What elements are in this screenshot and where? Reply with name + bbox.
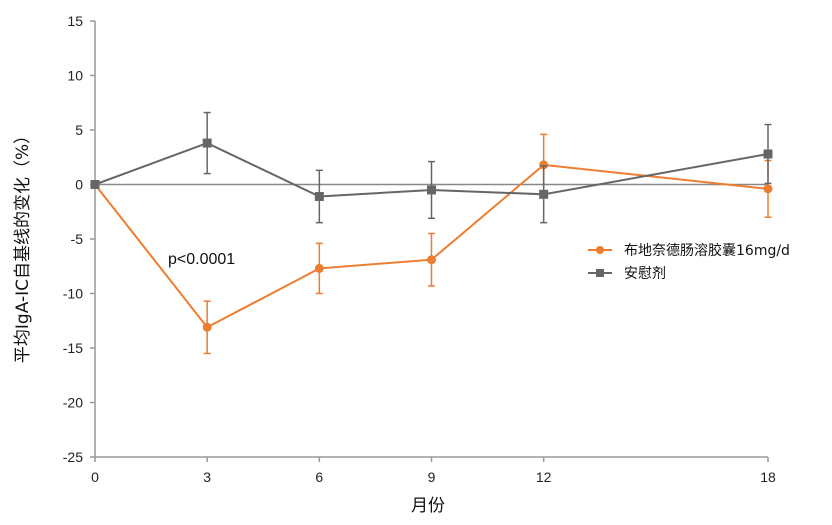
data-point xyxy=(202,138,212,148)
legend-item-budesonide: 布地奈德肠溶胶囊16mg/d xyxy=(588,242,790,259)
x-axis-label: 月份 xyxy=(411,496,445,516)
legend-marker-budesonide xyxy=(596,246,604,254)
legend-item-placebo: 安慰剂 xyxy=(588,265,666,282)
legend-label-budesonide: 布地奈德肠溶胶囊16mg/d xyxy=(624,242,790,259)
series-layer xyxy=(90,111,773,355)
y-tick-label: -25 xyxy=(63,449,83,465)
data-point xyxy=(427,185,436,195)
y-tick-label: -20 xyxy=(63,395,83,411)
x-tick-label: 9 xyxy=(428,469,436,485)
data-point xyxy=(763,149,773,159)
series-line-placebo xyxy=(94,141,769,198)
y-tick-label: 5 xyxy=(75,122,83,138)
data-point xyxy=(539,189,549,199)
data-point xyxy=(202,322,212,332)
x-tick-label: 0 xyxy=(91,469,99,485)
series-line-budesonide xyxy=(94,163,769,329)
y-tick-label: 15 xyxy=(67,13,83,29)
y-tick-label: 10 xyxy=(67,68,83,84)
legend-marker-placebo xyxy=(596,269,604,277)
series-placebo xyxy=(90,111,773,224)
data-point xyxy=(539,160,549,170)
p-value-annotation: p<0.0001 xyxy=(168,251,235,268)
x-tick-label: 3 xyxy=(203,469,211,485)
legend-label-placebo: 安慰剂 xyxy=(624,265,666,282)
data-point xyxy=(314,191,324,201)
series-budesonide xyxy=(90,133,773,355)
x-tick-label: 18 xyxy=(760,469,776,485)
x-tick-label: 6 xyxy=(315,469,323,485)
data-point xyxy=(427,255,436,265)
y-tick-label: -15 xyxy=(63,340,83,356)
y-tick-label: -10 xyxy=(63,286,83,302)
data-point xyxy=(90,180,100,189)
x-axis-ticks: 0 3 6 9 12 18 xyxy=(91,457,776,485)
x-tick-label: 12 xyxy=(536,469,552,485)
y-axis-label: 平均IgA-IC自基线的变化（%） xyxy=(13,127,33,363)
legend: 布地奈德肠溶胶囊16mg/d 安慰剂 xyxy=(588,242,790,282)
y-tick-label: -5 xyxy=(71,231,84,247)
data-point xyxy=(763,184,773,194)
y-tick-label: 0 xyxy=(75,177,83,193)
data-point xyxy=(314,263,324,273)
y-axis-ticks: 15 10 5 0 -5 -10 -15 -20 -25 xyxy=(63,13,95,465)
